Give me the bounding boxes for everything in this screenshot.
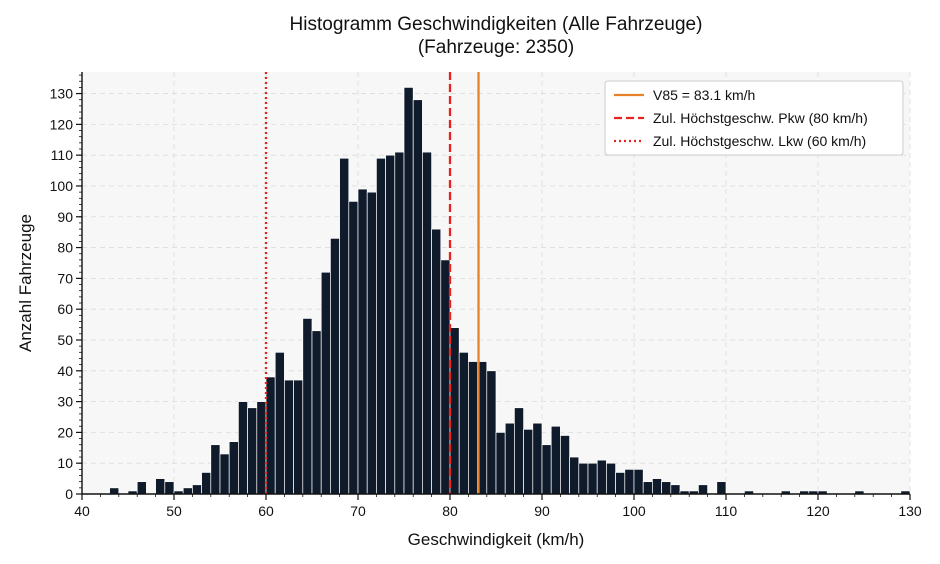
- histogram-bar: [385, 154, 396, 495]
- x-tick-label: 60: [258, 503, 274, 519]
- y-tick-label: 100: [50, 178, 74, 194]
- histogram-bar: [274, 351, 285, 495]
- chart-subtitle: (Fahrzeuge: 2350): [418, 37, 574, 58]
- axes: [76, 72, 911, 500]
- histogram-bar: [201, 472, 212, 495]
- histogram-bar: [210, 444, 221, 495]
- y-tick-label: 90: [57, 209, 73, 225]
- histogram-bar: [339, 157, 350, 495]
- y-tick-label: 120: [50, 116, 74, 132]
- histogram-bar: [670, 484, 681, 495]
- histogram-bar: [256, 401, 267, 495]
- legend-label: Zul. Höchstgeschw. Lkw (60 km/h): [653, 133, 866, 149]
- histogram-bar: [348, 201, 359, 495]
- histogram-bar: [698, 484, 708, 495]
- histogram-bar: [523, 428, 534, 495]
- histogram-bar: [532, 422, 543, 495]
- histogram-bar: [376, 157, 386, 495]
- histogram-bar: [219, 453, 230, 495]
- histogram-bar: [596, 459, 607, 495]
- histogram-bar: [661, 481, 672, 495]
- histogram-bar: [624, 469, 635, 495]
- histogram-bar: [486, 370, 497, 495]
- x-tick-label: 40: [74, 503, 90, 519]
- histogram-bar: [541, 444, 552, 495]
- histogram-bar: [136, 481, 147, 495]
- histogram-bar: [284, 379, 294, 495]
- x-axis-label: Geschwindigkeit (km/h): [408, 530, 585, 549]
- x-tick-label: 110: [715, 503, 738, 519]
- histogram-bar: [495, 432, 506, 495]
- reference-lines: [264, 72, 480, 494]
- histogram-bar: [431, 228, 442, 495]
- x-tick-label: 80: [442, 503, 458, 519]
- bars: [109, 87, 911, 495]
- y-tick-label: 130: [50, 86, 74, 102]
- histogram-bar: [422, 151, 432, 495]
- histogram-bar: [265, 376, 276, 495]
- histogram-bar: [716, 481, 727, 495]
- y-tick-label: 20: [57, 424, 73, 440]
- y-tick-label: 80: [57, 240, 73, 256]
- tick-labels: 40 50 60 70 80 90 100 110 120 130 0 10 20 30 40 50 60 70 8…: [50, 86, 922, 519]
- histogram-bar: [330, 237, 340, 495]
- histogram-bar: [587, 462, 598, 495]
- histogram-bar: [504, 422, 515, 495]
- y-tick-label: 40: [57, 363, 73, 379]
- histogram-bar: [514, 407, 524, 495]
- legend-label: V85 = 83.1 km/h: [653, 87, 755, 103]
- histogram-bar: [247, 407, 258, 495]
- x-tick-label: 50: [166, 503, 182, 519]
- legend-label: Zul. Höchstgeschw. Pkw (80 km/h): [653, 110, 868, 126]
- histogram-bar: [164, 481, 175, 495]
- histogram-bar: [412, 99, 423, 495]
- histogram-bar: [394, 151, 405, 495]
- histogram-bar: [192, 484, 202, 495]
- x-tick-label: 90: [534, 503, 550, 519]
- y-tick-label: 10: [57, 455, 73, 471]
- histogram-bar: [633, 469, 644, 495]
- chart-title: Histogramm Geschwindigkeiten (Alle Fahrz…: [290, 14, 703, 35]
- histogram-bar: [578, 462, 589, 495]
- histogram-bar: [449, 327, 460, 495]
- histogram-bar: [357, 188, 368, 495]
- histogram-bar: [302, 318, 313, 495]
- histogram-bar: [366, 191, 377, 495]
- histogram-bar: [550, 425, 561, 495]
- y-axis-label: Anzahl Fahrzeuge: [16, 214, 35, 352]
- histogram-bar: [652, 478, 662, 495]
- histogram-bar: [468, 361, 478, 495]
- histogram-bar: [228, 441, 239, 495]
- histogram-bar: [311, 330, 322, 495]
- histogram-bar: [606, 462, 616, 495]
- legend-box: [604, 80, 904, 156]
- y-tick-label: 0: [65, 486, 73, 502]
- histogram-bar: [458, 351, 469, 495]
- histogram-bar: [293, 379, 304, 495]
- y-tick-label: 110: [51, 147, 74, 163]
- x-tick-label: 130: [898, 503, 922, 519]
- histogram-bar: [569, 456, 580, 495]
- histogram-bar: [109, 487, 120, 495]
- histogram-bar: [403, 87, 414, 495]
- histogram-bar: [560, 435, 570, 495]
- histogram-bar: [642, 481, 653, 495]
- y-tick-label: 60: [57, 301, 73, 317]
- x-tick-label: 70: [350, 503, 366, 519]
- x-tick-label: 100: [622, 503, 646, 519]
- y-tick-label: 30: [57, 394, 73, 410]
- histogram-bar: [182, 487, 193, 495]
- y-tick-label: 50: [57, 332, 73, 348]
- histogram-bar: [440, 259, 451, 495]
- histogram-bar: [238, 401, 248, 495]
- x-tick-label: 120: [806, 503, 830, 519]
- histogram-bar: [155, 478, 166, 495]
- histogram-bar: [320, 271, 331, 495]
- legend: V85 = 83.1 km/h Zul. Höchstgeschw. Pkw (8…: [604, 80, 904, 156]
- histogram-bar: [615, 472, 626, 495]
- y-tick-label: 70: [57, 270, 73, 286]
